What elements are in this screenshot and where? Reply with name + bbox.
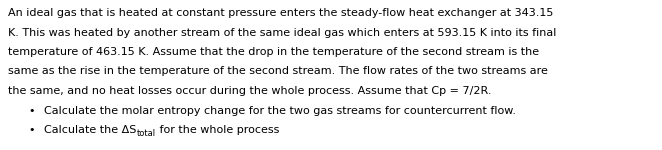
Text: Calculate the ΔS: Calculate the ΔS [44, 125, 136, 135]
Text: same as the rise in the temperature of the second stream. The flow rates of the : same as the rise in the temperature of t… [8, 66, 548, 76]
Text: •: • [28, 125, 34, 135]
Text: Calculate the molar entropy change for the two gas streams for countercurrent fl: Calculate the molar entropy change for t… [44, 105, 516, 116]
Text: An ideal gas that is heated at constant pressure enters the steady-flow heat exc: An ideal gas that is heated at constant … [8, 8, 553, 18]
Text: total: total [136, 129, 156, 138]
Text: K. This was heated by another stream of the same ideal gas which enters at 593.1: K. This was heated by another stream of … [8, 27, 556, 38]
Text: •: • [28, 105, 34, 116]
Text: the same, and no heat losses occur during the whole process. Assume that Cp = 7/: the same, and no heat losses occur durin… [8, 86, 491, 96]
Text: temperature of 463.15 K. Assume that the drop in the temperature of the second s: temperature of 463.15 K. Assume that the… [8, 47, 539, 57]
Text: for the whole process: for the whole process [156, 125, 279, 135]
